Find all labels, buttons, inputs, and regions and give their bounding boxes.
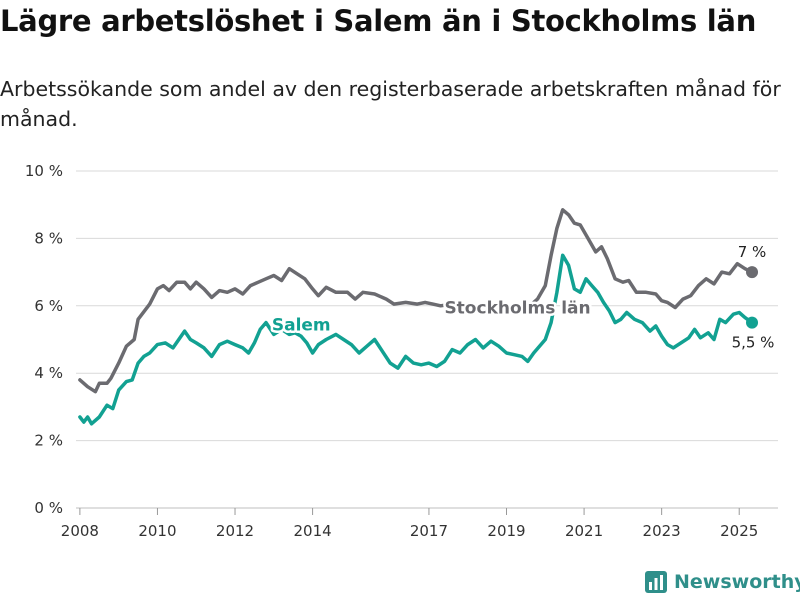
y-tick-label: 4 % xyxy=(34,364,63,382)
bar-chart-icon xyxy=(645,571,667,593)
series-line-salem xyxy=(78,253,754,426)
series-label-stockholm: Stockholms län xyxy=(444,298,590,318)
x-tick-label: 2017 xyxy=(410,522,448,540)
end-value-label: 7 % xyxy=(738,243,767,261)
series-labels: Stockholms län Salem 7 % 5,5 % xyxy=(269,241,776,354)
x-tick-label: 2023 xyxy=(643,522,681,540)
endpoint-marker xyxy=(746,316,759,329)
page-subtitle: Arbetssökande som andel av den registerb… xyxy=(0,77,781,131)
x-tick-label: 2008 xyxy=(61,522,99,540)
x-tick-label: 2012 xyxy=(216,522,254,540)
x-tick-label: 2019 xyxy=(487,522,525,540)
y-tick-label: 2 % xyxy=(34,432,63,450)
series-line-stockholm xyxy=(78,208,754,394)
axes: 0 % 2 % 4 % 6 % 8 % 10 % 2008 2010 2012 2014 2017 2… xyxy=(25,162,758,540)
x-tick-label: 2025 xyxy=(720,522,758,540)
x-tick-label: 2010 xyxy=(138,522,176,540)
endpoint-marker xyxy=(746,266,759,279)
logo-text: Newsworthy xyxy=(674,571,800,593)
end-value-label: 5,5 % xyxy=(732,334,775,352)
series xyxy=(78,208,759,426)
y-tick-label: 8 % xyxy=(34,229,63,247)
x-tick-label: 2021 xyxy=(565,522,603,540)
x-tick-label: 2014 xyxy=(293,522,331,540)
page-title: Lägre arbetslöshet i Salem än i Stockhol… xyxy=(0,4,757,38)
y-tick-label: 6 % xyxy=(34,297,63,315)
series-label-salem: Salem xyxy=(272,315,331,335)
y-tick-label: 0 % xyxy=(34,499,63,517)
newsworthy-logo: Newsworthy xyxy=(644,570,800,594)
grid xyxy=(76,170,778,509)
y-tick-label: 10 % xyxy=(25,162,63,180)
